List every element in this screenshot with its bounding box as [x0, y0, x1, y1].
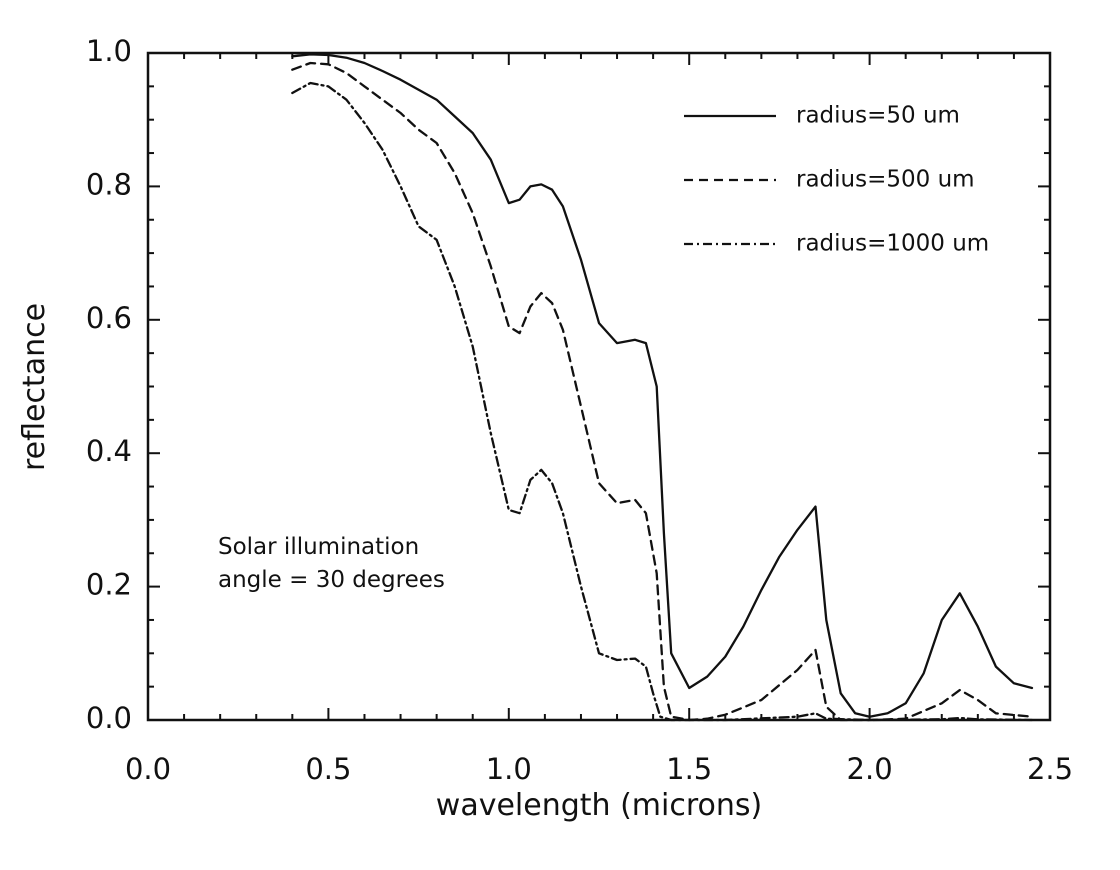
axis-ticks	[147, 52, 1051, 721]
y-tick-label: 1.0	[86, 34, 132, 68]
y-tick-label: 0.8	[86, 167, 132, 201]
legend-label-radius-50: radius=50 um	[796, 103, 960, 129]
series-layer	[291, 53, 1034, 722]
y-tick-label: 0.2	[86, 568, 132, 602]
axis-tick-labels: 0.0 0.5 1.0 1.5 2.0 2.5 0.0 0.2 0.4 0.6 0.8 1.0	[86, 34, 1073, 786]
x-tick-label: 1.0	[486, 752, 532, 786]
legend: radius=50 um radius=500 um radius=1000 u…	[684, 103, 989, 257]
series-line-3	[291, 81, 1034, 722]
y-tick-label: 0.4	[86, 434, 132, 468]
legend-label-radius-1000: radius=1000 um	[796, 231, 989, 257]
x-tick-label: 0.5	[305, 752, 351, 786]
x-tick-label: 2.5	[1027, 752, 1073, 786]
x-tick-label: 1.5	[666, 752, 712, 786]
legend-label-radius-500: radius=500 um	[796, 167, 975, 193]
plot-frame	[146, 51, 1052, 722]
y-tick-label: 0.0	[86, 701, 132, 735]
y-tick-label: 0.6	[86, 301, 132, 335]
series-line-1	[291, 53, 1034, 718]
annotation-line-1: Solar illumination	[218, 534, 419, 560]
x-axis-title: wavelength (microns)	[436, 788, 762, 823]
y-axis-title: reflectance	[17, 303, 52, 471]
x-tick-label: 0.0	[125, 752, 171, 786]
series-line-2	[291, 61, 1034, 722]
x-tick-label: 2.0	[847, 752, 893, 786]
annotation-line-2: angle = 30 degrees	[218, 567, 445, 593]
